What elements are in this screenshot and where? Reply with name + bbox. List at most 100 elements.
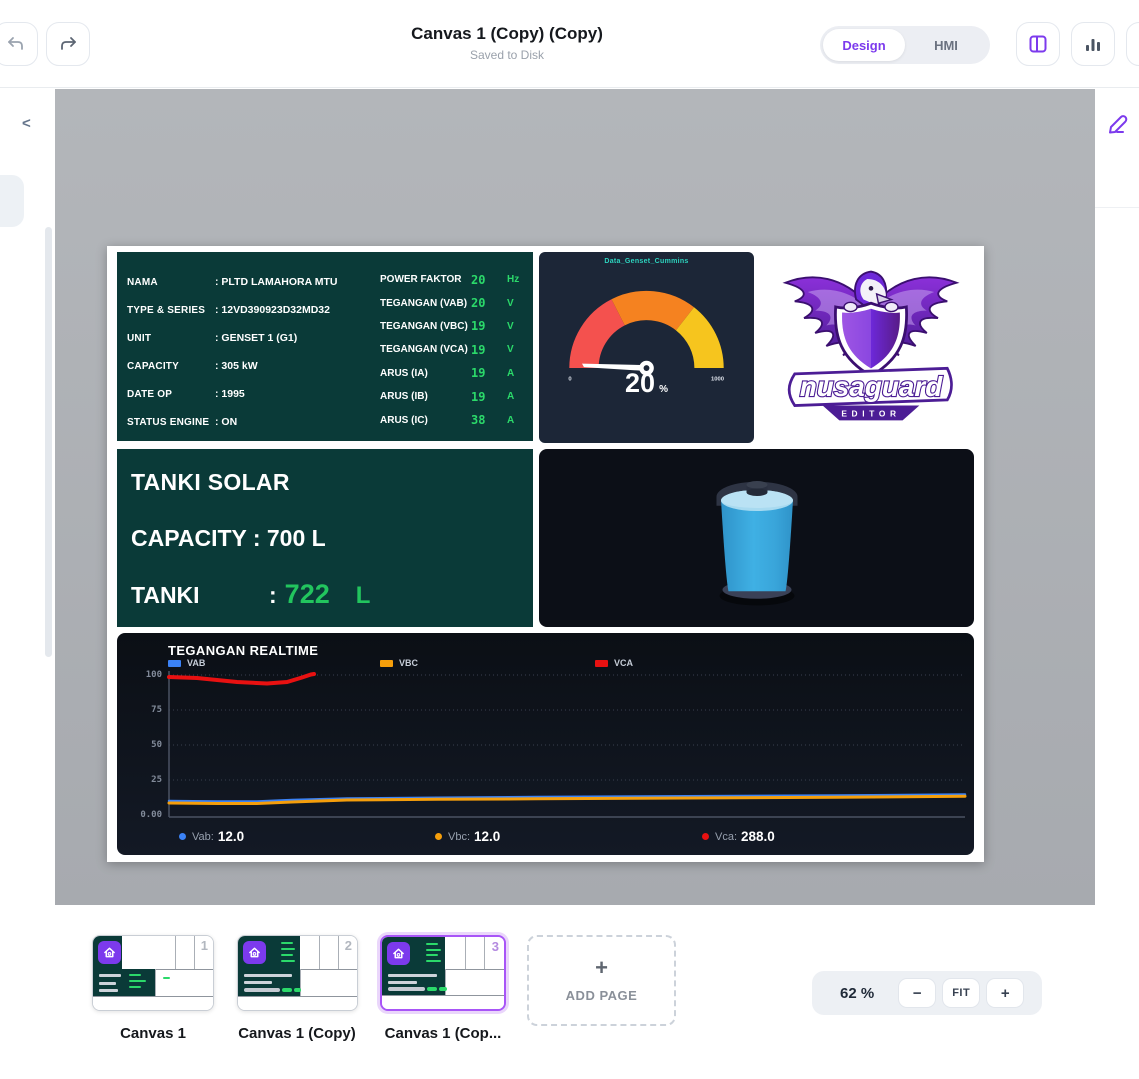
top-toolbar: Canvas 1 (Copy) (Copy) Saved to Disk Des… <box>0 0 1139 88</box>
y-tick: 100 <box>145 670 162 680</box>
page-title: Canvas 1 (Copy) (Copy) <box>411 24 603 43</box>
readout-label: Vca: <box>715 830 738 843</box>
zoom-level: 62 % <box>840 984 875 1002</box>
page-number: 2 <box>344 938 352 953</box>
canvas-viewport[interactable]: NAMA: PLTD LAMAHORA MTU TYPE & SERIES: 1… <box>55 89 1095 905</box>
page-thumbnail-2[interactable]: 2 <box>237 935 358 1011</box>
electrical-value: 20 <box>471 296 486 311</box>
page-thumbnail-1[interactable]: 1 <box>92 935 214 1011</box>
sidebar-collapse-button[interactable]: < <box>22 115 31 132</box>
home-icon <box>104 947 115 958</box>
add-page-label: ADD PAGE <box>565 988 638 1003</box>
vca-dot <box>702 833 709 840</box>
zoom-fit-button[interactable]: FIT <box>942 978 981 1008</box>
zoom-in-button[interactable]: + <box>986 978 1025 1008</box>
electrical-value: 38 <box>471 413 486 428</box>
tank-graphic-panel[interactable] <box>539 449 974 627</box>
redo-icon <box>61 37 76 50</box>
info-value: : PLTD LAMAHORA MTU <box>215 276 338 288</box>
electrical-row: TEGANGAN (VAB) 20 V <box>380 291 523 314</box>
page-name[interactable]: Canvas 1 (Cop... <box>384 1025 502 1042</box>
legend-label: VCA <box>614 658 634 668</box>
chart-plot <box>167 671 967 818</box>
mode-toggle: Design HMI <box>820 26 990 64</box>
brand-logo[interactable]: nusaguard EDITOR <box>758 246 984 446</box>
chart-title: TEGANGAN REALTIME <box>168 643 319 658</box>
nusaguard-logo-image: nusaguard EDITOR <box>782 270 960 421</box>
tank-info-panel[interactable]: TANKI SOLAR CAPACITY : 700 L TANKI : 722… <box>117 449 533 627</box>
sidebar-scrollbar[interactable] <box>45 227 52 657</box>
vab-swatch <box>168 659 181 667</box>
info-value: : 1995 <box>215 388 245 400</box>
save-status: Saved to Disk <box>469 48 545 62</box>
vca-swatch <box>595 659 608 667</box>
svg-text:EDITOR: EDITOR <box>841 409 900 419</box>
realtime-chart-panel[interactable]: TEGANGAN REALTIME VAB VBC VCA 100 75 50 … <box>117 633 974 855</box>
info-label: NAMA <box>127 276 158 288</box>
svg-text:nusaguard: nusaguard <box>800 371 944 402</box>
workspace: < NAMA: PLTD LAMAHORA MTU TYPE & SERIES:… <box>0 89 1139 905</box>
electrical-unit: Hz <box>507 274 520 286</box>
electrical-label: TEGANGAN (VAB) <box>380 297 468 309</box>
info-label: DATE OP <box>127 388 173 400</box>
edit-tool-button[interactable] <box>1107 113 1129 140</box>
hmi-mode-tab[interactable]: HMI <box>934 37 958 53</box>
electrical-label: TEGANGAN (VBC) <box>380 320 468 332</box>
electrical-row: TEGANGAN (VBC) 19 V <box>380 315 523 338</box>
page-name[interactable]: Canvas 1 <box>120 1025 186 1042</box>
electrical-label: ARUS (IB) <box>380 391 428 403</box>
page-number: 3 <box>491 939 499 954</box>
genset-info-panel[interactable]: NAMA: PLTD LAMAHORA MTU TYPE & SERIES: 1… <box>117 252 533 441</box>
chart-tool-button[interactable] <box>1071 22 1115 66</box>
legend-label: VBC <box>399 658 419 668</box>
tank-level-unit: L <box>355 582 371 609</box>
info-value: : GENSET 1 (G1) <box>215 332 298 344</box>
home-icon <box>393 948 404 959</box>
electrical-value: 20 <box>471 272 486 287</box>
legend-label: VAB <box>187 658 206 668</box>
electrical-unit: A <box>507 414 515 426</box>
vab-line <box>167 793 967 803</box>
legend-item-vbc[interactable]: VBC <box>380 658 418 668</box>
legend-item-vca[interactable]: VCA <box>595 658 633 668</box>
redo-button[interactable] <box>46 22 90 66</box>
electrical-unit: A <box>507 367 515 379</box>
home-page-badge <box>387 942 410 965</box>
page-name[interactable]: Canvas 1 (Copy) <box>238 1025 356 1042</box>
page-number: 1 <box>200 938 208 953</box>
info-label: STATUS ENGINE <box>127 416 210 428</box>
shield <box>833 301 909 378</box>
vbc-dot <box>435 833 442 840</box>
y-tick: 0.00 <box>140 810 162 820</box>
sidebar-tool-chip[interactable] <box>0 175 24 227</box>
gauge-unit: % <box>659 384 668 395</box>
info-row: CAPACITY: 305 kW <box>127 352 370 380</box>
more-tools-button[interactable] <box>1126 22 1139 66</box>
readout-vbc: Vbc: 12.0 <box>435 829 500 844</box>
gauge-min-label: 0 <box>568 377 572 383</box>
undo-button[interactable] <box>0 22 38 66</box>
page-thumbnail-3[interactable]: 3 <box>380 935 506 1011</box>
legend-item-vab[interactable]: VAB <box>168 658 205 668</box>
y-tick: 75 <box>151 705 162 715</box>
vca-line <box>167 672 316 686</box>
electrical-unit: V <box>507 344 514 356</box>
pencil-icon <box>1109 115 1128 134</box>
undo-icon <box>8 37 23 50</box>
gauge-value: 20 <box>625 368 656 398</box>
y-tick: 50 <box>151 740 162 750</box>
gauge-readout: 20% <box>539 368 754 399</box>
gauge-widget[interactable]: Data_Genset_Cummins 0 1000 20% <box>539 252 754 443</box>
info-row: STATUS ENGINE: ON <box>127 408 370 436</box>
canvas-page[interactable]: NAMA: PLTD LAMAHORA MTU TYPE & SERIES: 1… <box>107 246 984 862</box>
fuel-tank-image <box>716 481 797 606</box>
rail-divider <box>1095 207 1139 208</box>
readout-label: Vab: <box>192 830 214 843</box>
add-page-button[interactable]: + ADD PAGE <box>527 935 676 1026</box>
plus-icon: + <box>595 955 608 980</box>
layout-panel-button[interactable] <box>1016 22 1060 66</box>
zoom-out-button[interactable]: − <box>898 978 937 1008</box>
design-mode-tab[interactable]: Design <box>823 29 905 61</box>
electrical-unit: V <box>507 297 514 309</box>
vab-dot <box>179 833 186 840</box>
